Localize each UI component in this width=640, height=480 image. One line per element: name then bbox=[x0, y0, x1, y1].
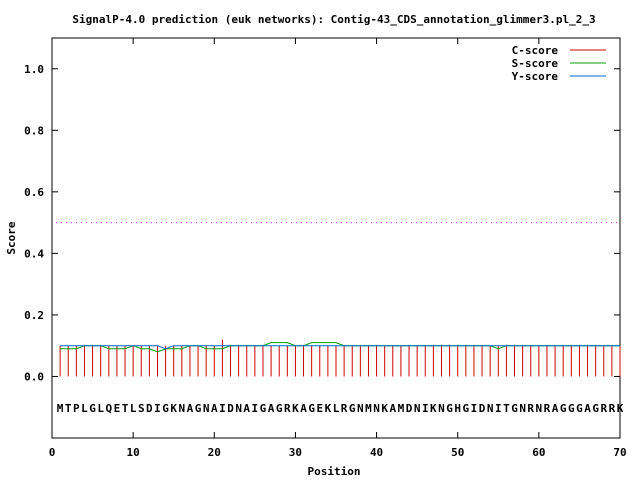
sequence-letter: G bbox=[162, 402, 169, 415]
sequence-letter: G bbox=[89, 402, 96, 415]
sequence-letter: D bbox=[146, 402, 153, 415]
sequence-letter: K bbox=[617, 402, 624, 415]
x-tick-label: 50 bbox=[451, 446, 464, 459]
sequence-letter: I bbox=[471, 402, 478, 415]
sequence-letter: N bbox=[414, 402, 421, 415]
y-tick-label: 0.6 bbox=[24, 186, 44, 199]
sequence-letter: I bbox=[495, 402, 502, 415]
sequence-letter: S bbox=[138, 402, 145, 415]
sequence-letter: L bbox=[130, 402, 137, 415]
x-tick-label: 40 bbox=[370, 446, 383, 459]
sequence-letter: D bbox=[479, 402, 486, 415]
sequence-letter: E bbox=[114, 402, 121, 415]
x-tick-label: 20 bbox=[208, 446, 221, 459]
sequence-letter: R bbox=[341, 402, 348, 415]
sequence-letter: K bbox=[170, 402, 177, 415]
y-score-line bbox=[60, 345, 620, 350]
sequence-letter: N bbox=[438, 402, 445, 415]
sequence-letter: R bbox=[527, 402, 534, 415]
sequence-letter: N bbox=[373, 402, 380, 415]
sequence-letter: D bbox=[406, 402, 413, 415]
s-score-line bbox=[60, 342, 620, 353]
y-axis-label: Score bbox=[5, 221, 18, 254]
sequence-letter: N bbox=[357, 402, 364, 415]
sequence-letter: R bbox=[544, 402, 551, 415]
sequence-letter: K bbox=[381, 402, 388, 415]
sequence-letter: N bbox=[179, 402, 186, 415]
x-tick-label: 60 bbox=[532, 446, 545, 459]
sequence-letter: M bbox=[365, 402, 372, 415]
chart-title: SignalP-4.0 prediction (euk networks): C… bbox=[72, 13, 595, 26]
sequence-letter: G bbox=[592, 402, 599, 415]
axis-ticks: 0 10 20 30 40 50 60 70 0.0 0.2 0.4 0.6 0.8 1.0 bbox=[24, 38, 627, 459]
sequence-letter: N bbox=[487, 402, 494, 415]
sequence-letter: R bbox=[284, 402, 291, 415]
sequence-letter: G bbox=[560, 402, 567, 415]
sequence-letter: G bbox=[195, 402, 202, 415]
sequence-letter: A bbox=[268, 402, 275, 415]
legend-label: S-score bbox=[512, 57, 559, 70]
sequence-letter: L bbox=[81, 402, 88, 415]
y-tick-label: 0.0 bbox=[24, 370, 44, 383]
score-lines bbox=[60, 342, 620, 353]
sequence-letter: A bbox=[243, 402, 250, 415]
sequence-letter: G bbox=[511, 402, 518, 415]
sequence-letter: T bbox=[65, 402, 72, 415]
sequence-letter: T bbox=[122, 402, 129, 415]
sequence-letter: G bbox=[568, 402, 575, 415]
sequence-letter: Q bbox=[105, 402, 112, 415]
sequence-letter: N bbox=[536, 402, 543, 415]
sequence-letter: A bbox=[187, 402, 194, 415]
sequence-letter: M bbox=[57, 402, 64, 415]
sequence-letter: A bbox=[552, 402, 559, 415]
sequence-letter: H bbox=[454, 402, 461, 415]
sequence-letter: T bbox=[503, 402, 510, 415]
x-tick-label: 0 bbox=[49, 446, 56, 459]
sequence-letter: K bbox=[325, 402, 332, 415]
sequence-letter: I bbox=[422, 402, 429, 415]
sequence-letter: I bbox=[154, 402, 161, 415]
c-score-impulses bbox=[59, 339, 621, 377]
y-tick-label: 0.2 bbox=[24, 309, 44, 322]
sequence-letter: G bbox=[463, 402, 470, 415]
sequence-letter: G bbox=[276, 402, 283, 415]
y-tick-label: 1.0 bbox=[24, 63, 44, 76]
y-tick-label: 0.4 bbox=[24, 247, 44, 260]
sequence-letter: D bbox=[227, 402, 234, 415]
plot-frame bbox=[51, 37, 621, 439]
x-tick-label: 10 bbox=[127, 446, 140, 459]
sequence-letter: R bbox=[609, 402, 616, 415]
x-axis-label: Position bbox=[308, 465, 361, 478]
sequence-letter: L bbox=[97, 402, 104, 415]
sequence-letter: P bbox=[73, 402, 80, 415]
sequence-letter: A bbox=[389, 402, 396, 415]
sequence-letter: G bbox=[349, 402, 356, 415]
sequence-letter: K bbox=[292, 402, 299, 415]
sequence-letter: I bbox=[219, 402, 226, 415]
sequence-letter: N bbox=[203, 402, 210, 415]
sequence-letter: A bbox=[300, 402, 307, 415]
legend-label: C-score bbox=[512, 44, 559, 57]
sequence-letter: M bbox=[398, 402, 405, 415]
y-tick-label: 0.8 bbox=[24, 124, 44, 137]
sequence-letter: I bbox=[252, 402, 259, 415]
sequence-letter: G bbox=[260, 402, 267, 415]
sequence-letter: G bbox=[446, 402, 453, 415]
legend-label: Y-score bbox=[512, 70, 559, 83]
x-tick-label: 30 bbox=[289, 446, 302, 459]
x-tick-label: 70 bbox=[613, 446, 626, 459]
sequence-letter: A bbox=[584, 402, 591, 415]
sequence-letter: G bbox=[308, 402, 315, 415]
sequence-letter: K bbox=[430, 402, 437, 415]
sequence-letter: A bbox=[211, 402, 218, 415]
sequence-letter: N bbox=[519, 402, 526, 415]
sequence-letter: E bbox=[316, 402, 323, 415]
sequence-letter: R bbox=[600, 402, 607, 415]
sequence-letter: G bbox=[576, 402, 583, 415]
sequence-letter: N bbox=[235, 402, 242, 415]
sequence-letter: L bbox=[333, 402, 340, 415]
